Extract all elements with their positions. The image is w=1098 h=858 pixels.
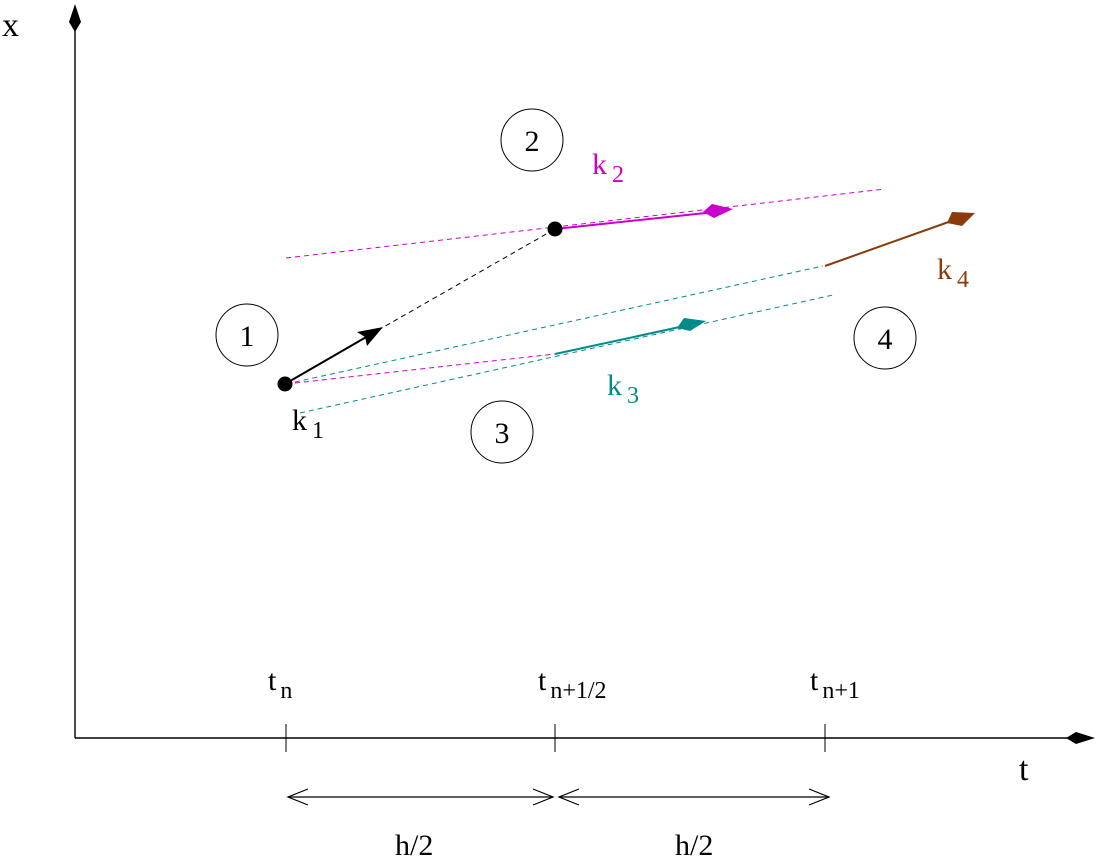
step-3-circle bbox=[470, 400, 534, 464]
k1-extension-dashed bbox=[283, 228, 556, 385]
k1-label-base: k bbox=[292, 404, 307, 437]
step-markers: 1 2 3 4 bbox=[215, 108, 917, 464]
step-4-circle bbox=[853, 306, 917, 370]
k4-arrow bbox=[824, 212, 975, 267]
k3-label-sub: 3 bbox=[627, 383, 639, 409]
step-3-number: 3 bbox=[495, 417, 510, 450]
step-1-marker: 1 bbox=[215, 303, 279, 367]
step-2-number: 2 bbox=[525, 125, 540, 158]
k1-arrowhead bbox=[357, 327, 383, 346]
k2-slope-line-dashed bbox=[285, 188, 886, 259]
interval-arrow-1-right-head bbox=[532, 788, 555, 806]
k4-arrow-shaft bbox=[824, 218, 958, 267]
k2-arrowhead bbox=[703, 204, 733, 218]
tick-label-thalf-sub: n+1/2 bbox=[550, 678, 606, 704]
k4-label-sub: 4 bbox=[957, 267, 969, 293]
step-4-number: 4 bbox=[878, 323, 893, 356]
interval-label-first: h/2 bbox=[395, 829, 433, 858]
k2-arrow-shaft bbox=[554, 211, 716, 230]
t-axis-arrowhead bbox=[1066, 732, 1095, 744]
k3-from-start-dashed bbox=[285, 265, 824, 385]
k3-slope-line-dashed bbox=[299, 294, 834, 414]
tick-label-tn-base: t bbox=[268, 664, 277, 697]
dashed-guides bbox=[283, 188, 886, 414]
k2-from-start-dashed bbox=[285, 353, 556, 385]
interval-label-second: h/2 bbox=[675, 829, 713, 858]
step-1-circle bbox=[215, 303, 279, 367]
point-start bbox=[277, 376, 293, 392]
interval-arrow-1-left-head bbox=[286, 788, 309, 806]
step-2-marker: 2 bbox=[500, 108, 564, 172]
x-axis-arrowhead bbox=[69, 4, 81, 32]
tick-label-tn1-sub: n+1 bbox=[822, 678, 860, 704]
axes: x t bbox=[2, 4, 1095, 788]
step-4-marker: 4 bbox=[853, 306, 917, 370]
x-axis-label: x bbox=[2, 7, 19, 44]
k3-arrowhead bbox=[677, 318, 706, 331]
tick-label-thalf-base: t bbox=[538, 664, 547, 697]
k1-arrow bbox=[284, 327, 383, 385]
point-midpoint bbox=[547, 221, 563, 237]
k1-label-sub: 1 bbox=[312, 418, 324, 444]
t-axis-label: t bbox=[1019, 751, 1029, 788]
tick-marks bbox=[285, 724, 826, 752]
k3-arrow bbox=[554, 318, 706, 355]
tick-label-tn1-base: t bbox=[810, 664, 819, 697]
step-1-number: 1 bbox=[240, 320, 255, 353]
tick-label-tn-sub: n bbox=[280, 678, 292, 704]
interval-arrow-2-right-head bbox=[808, 788, 831, 806]
tick-label-thalf: t n+1/2 bbox=[538, 664, 607, 704]
k4-label-base: k bbox=[937, 253, 952, 286]
k2-label-sub: 2 bbox=[612, 162, 624, 188]
interval-arrows bbox=[286, 788, 831, 806]
k4-arrowhead bbox=[947, 212, 975, 226]
k2-arrow bbox=[554, 204, 733, 230]
k2-label-base: k bbox=[592, 148, 607, 181]
tick-label-tn1: t n+1 bbox=[810, 664, 860, 704]
step-2-circle bbox=[500, 108, 564, 172]
k1-arrow-shaft bbox=[284, 335, 369, 385]
step-3-marker: 3 bbox=[470, 400, 534, 464]
interval-arrow-2-left-head bbox=[557, 788, 580, 806]
k3-label-base: k bbox=[607, 369, 622, 402]
k3-arrow-shaft bbox=[554, 324, 690, 355]
